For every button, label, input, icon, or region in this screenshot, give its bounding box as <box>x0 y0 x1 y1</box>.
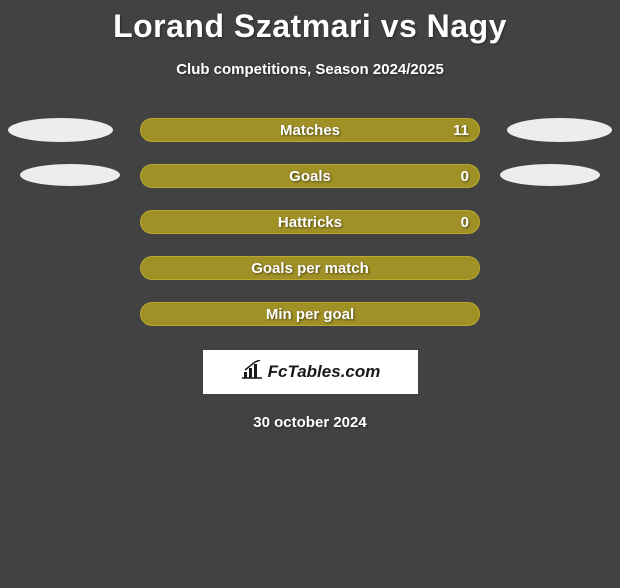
stat-label: Min per goal <box>266 306 354 323</box>
stat-row: Hattricks 0 <box>0 210 620 234</box>
stat-bar: Hattricks 0 <box>140 210 480 234</box>
ellipse-right <box>500 164 600 186</box>
stat-bar: Min per goal <box>140 302 480 326</box>
stat-value: 0 <box>461 168 469 185</box>
stat-row: Matches 11 <box>0 118 620 142</box>
stat-label: Matches <box>280 122 340 139</box>
logo-text: FcTables.com <box>268 362 381 382</box>
stat-row: Min per goal <box>0 302 620 326</box>
stat-bar: Goals 0 <box>140 164 480 188</box>
page-title: Lorand Szatmari vs Nagy <box>0 8 620 45</box>
stat-label: Hattricks <box>278 214 342 231</box>
stat-value: 0 <box>461 214 469 231</box>
stat-label: Goals <box>289 168 331 185</box>
stat-value: 11 <box>453 122 469 139</box>
stat-rows: Matches 11 Goals 0 Hattricks 0 Goals per match… <box>0 118 620 326</box>
date-line: 30 october 2024 <box>0 414 620 431</box>
stat-row: Goals per match <box>0 256 620 280</box>
ellipse-left <box>20 164 120 186</box>
ellipse-right <box>507 118 612 142</box>
stat-row: Goals 0 <box>0 164 620 188</box>
stat-bar: Matches 11 <box>140 118 480 142</box>
chart-icon <box>240 360 264 385</box>
subtitle: Club competitions, Season 2024/2025 <box>0 61 620 78</box>
stat-label: Goals per match <box>251 260 369 277</box>
stat-bar: Goals per match <box>140 256 480 280</box>
ellipse-left <box>8 118 113 142</box>
logo-box: FcTables.com <box>203 350 418 394</box>
